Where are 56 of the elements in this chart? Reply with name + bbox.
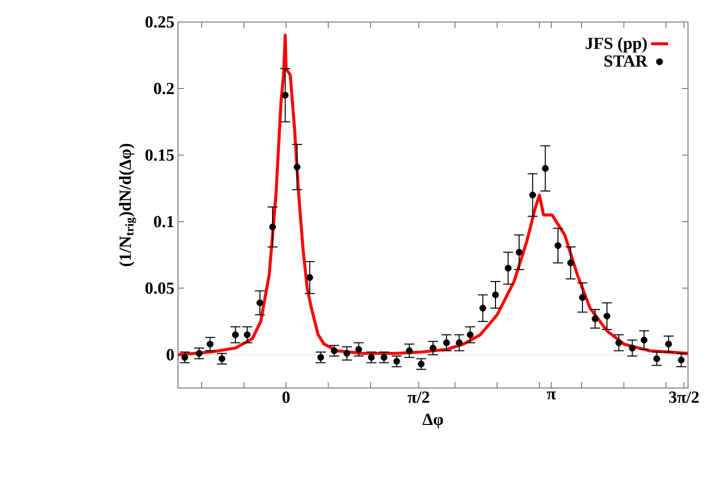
line-series <box>178 34 688 356</box>
point <box>181 354 188 361</box>
y-tick-label: 0.1 <box>154 216 174 228</box>
point <box>368 354 375 361</box>
point <box>343 350 350 357</box>
point <box>443 339 450 346</box>
point <box>504 264 512 272</box>
point <box>554 242 562 249</box>
point <box>406 347 413 354</box>
point <box>430 344 436 352</box>
point <box>380 354 388 361</box>
x-tick-label: 0 <box>282 392 290 403</box>
y-tick-label: 0.05 <box>145 282 174 294</box>
y-tick-label: 0 <box>166 349 174 360</box>
point <box>218 355 226 362</box>
point <box>330 347 338 354</box>
point <box>492 291 499 298</box>
point <box>456 339 463 346</box>
x-tick-label: 3π/2 <box>669 392 699 403</box>
point <box>653 355 660 362</box>
point <box>269 224 276 230</box>
point <box>317 354 324 361</box>
point <box>244 331 251 338</box>
point <box>678 356 685 364</box>
legend-label: STAR <box>604 55 648 67</box>
point <box>393 358 400 365</box>
x-tick-label: π <box>546 392 556 400</box>
point <box>604 312 610 320</box>
point <box>628 344 636 352</box>
point <box>196 350 202 357</box>
y-tick-label: 0.2 <box>154 82 174 94</box>
legend-label: JFS (pp) <box>586 37 647 53</box>
point <box>466 331 474 338</box>
point <box>355 346 362 353</box>
point <box>592 315 599 322</box>
point <box>567 260 574 266</box>
point <box>542 165 549 172</box>
point <box>529 192 536 198</box>
point <box>479 304 486 312</box>
point <box>418 360 425 368</box>
y-tick-label: 0.15 <box>145 149 174 161</box>
point <box>615 339 622 346</box>
point <box>665 340 672 348</box>
point <box>256 299 264 306</box>
x-axis-title: Δφ <box>422 414 443 429</box>
x-tick-label: π/2 <box>408 392 430 403</box>
point <box>306 274 314 281</box>
y-tick-label: 0.25 <box>145 16 174 28</box>
point <box>516 248 523 256</box>
point <box>579 294 586 301</box>
point <box>232 331 239 338</box>
point <box>294 164 300 170</box>
point <box>206 340 214 348</box>
point <box>640 336 648 344</box>
y-axis-title: (1/N$_{trig}$)dN/d(Δφ) <box>119 144 136 266</box>
point <box>282 92 289 99</box>
